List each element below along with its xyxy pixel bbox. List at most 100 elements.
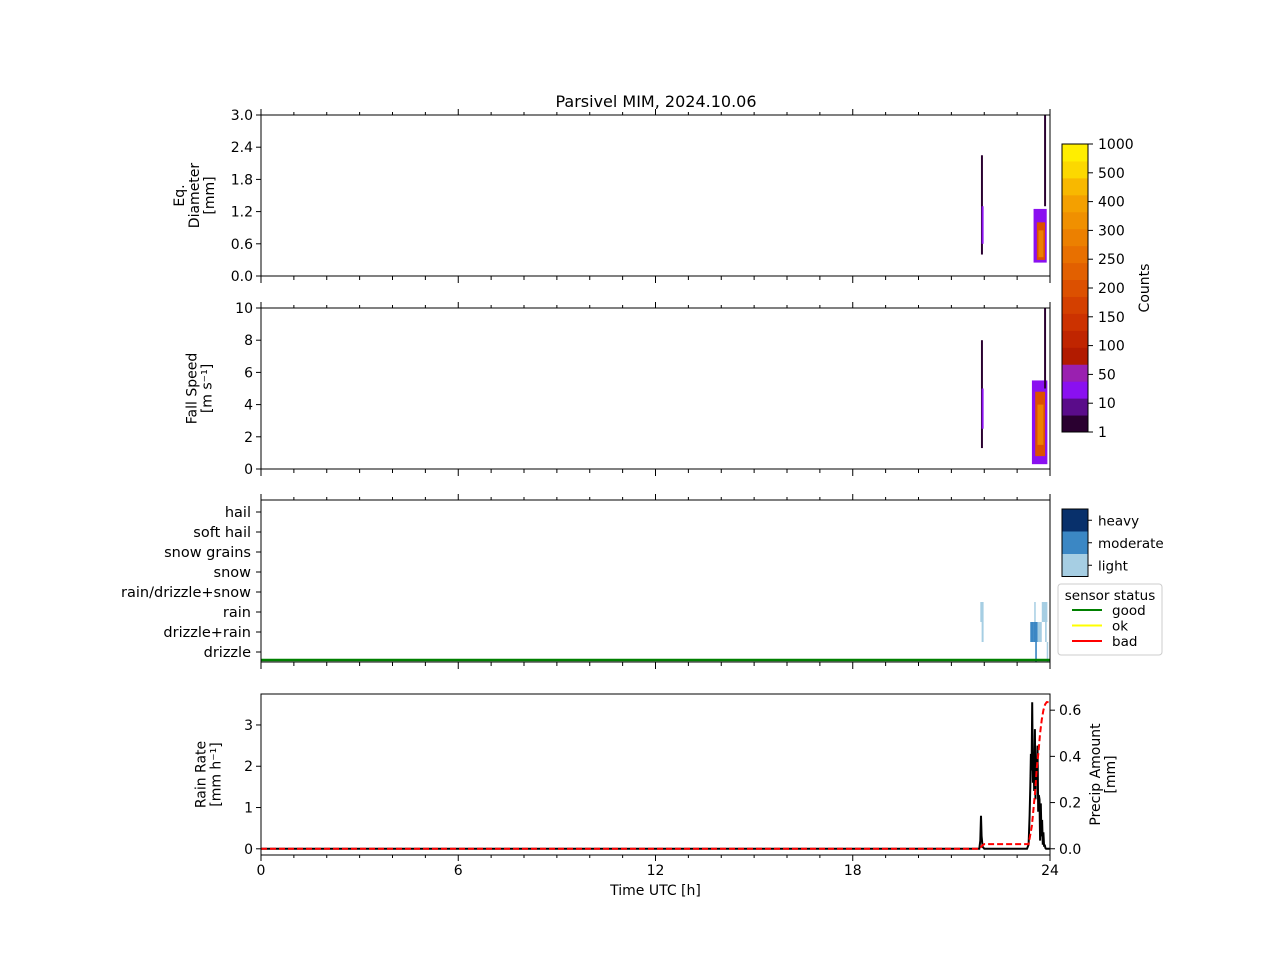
ptype-cell [1035,642,1037,662]
heatmap-cell [1044,308,1047,389]
y-tick-label: 2 [244,430,253,446]
heatmap-cell [1044,115,1047,207]
y2-axis-label: Precip Amount [1088,723,1104,826]
y-tick-label: 1 [244,801,253,817]
colorbar-segment [1062,245,1088,264]
heatmap-cell [1037,404,1044,445]
y-tick-label: 2 [244,759,253,775]
category-label: drizzle+rain [163,625,251,641]
ptype-cell [1033,622,1038,642]
intensity-frame [1061,508,1089,577]
colorbar-tick-label: 400 [1098,195,1125,211]
colorbar-segment [1062,347,1088,365]
colorbar-segment [1062,160,1088,179]
y-tick-label: 1.8 [231,172,253,188]
colorbar-tick-label: 1000 [1098,137,1134,153]
intensity-swatch [1062,531,1088,554]
colorbar-segment [1062,177,1088,196]
y-tick-label: 0.0 [231,269,253,285]
y-axis-label: Eq. [172,184,188,206]
colorbar-segment [1062,144,1088,162]
precip-type-panel: drizzle drizzle+rain rain rain/drizzle+snow… [121,494,1051,669]
ptype-cell [1030,622,1034,642]
x-tick-label: 12 [647,863,665,879]
category-label: snow grains [164,545,251,561]
colorbar-tick-label: 100 [1098,339,1125,355]
y-axis-label: [mm h⁻¹] [209,742,225,807]
colorbar-label: Counts [1137,264,1153,313]
colorbar-tick-label: 500 [1098,166,1125,182]
colorbar-segment [1062,381,1088,399]
colorbar-tick-label: 1 [1098,425,1107,441]
y2-axis-label: [mm] [1103,755,1119,793]
y-tick-label: 3 [244,718,253,734]
y-tick-label: 3.0 [231,108,253,124]
y-tick-label: 0 [244,462,253,478]
category-label: hail [225,505,251,521]
colorbar-segment [1062,211,1088,230]
y2-tick-label: 0.6 [1059,703,1081,719]
y-axis-label: [m s⁻¹] [200,364,216,413]
ptype-cell [1037,622,1042,642]
plot-frame [260,114,1051,277]
heatmap-cell [981,388,984,429]
colorbar-tick-label: 50 [1098,367,1116,383]
intensity-legend: heavy moderate light [1061,508,1164,577]
ptype-cell [981,622,984,642]
colorbar-segment [1062,313,1088,331]
x-tick-label: 24 [1041,863,1059,879]
x-tick-label: 0 [257,863,266,879]
x-tick-label: 18 [844,863,862,879]
intensity-swatch [1062,554,1088,577]
category-label: drizzle [204,645,251,661]
chart-title: Parsivel MIM, 2024.10.06 [555,92,756,111]
colorbar-segment [1062,330,1088,348]
heatmap-cell [981,206,984,244]
ptype-cell [980,602,984,622]
ptype-cell [1045,622,1047,642]
legend-label: bad [1112,634,1137,650]
intensity-label: moderate [1098,536,1164,552]
colorbar-tick-label: 10 [1098,396,1116,412]
diameter-panel: 0.0 0.6 1.2 1.8 2.4 3.0 Eq. Diameter [mm] [172,108,1051,285]
colorbar-segment [1062,262,1088,281]
y2-tick-label: 0.0 [1059,842,1081,858]
rain-rate-line [261,702,1050,850]
colorbar-segment [1062,194,1088,213]
ptype-cell [1034,602,1036,622]
category-label: soft hail [193,525,251,541]
x-tick-label: 6 [454,863,463,879]
ptype-cell [1041,602,1048,622]
legend-label: ok [1112,619,1128,635]
y-axis-label: Diameter [187,163,203,229]
legend-label: good [1112,603,1146,619]
y-tick-label: 2.4 [231,140,253,156]
colorbar-tick-label: 150 [1098,310,1125,326]
colorbar-segment [1062,279,1088,297]
ptype-cell [1046,642,1049,662]
heatmap-cell [980,155,983,255]
colorbar-segment [1062,296,1088,314]
y-tick-label: 6 [244,365,253,381]
colorbar-segment [1062,228,1088,247]
x-axis-label: Time UTC [h] [609,883,701,899]
category-label: rain [223,605,251,621]
fall-speed-panel: 0 2 4 6 8 10 Fall Speed [m s⁻¹] [185,301,1051,478]
y-axis-label: [mm] [202,176,218,214]
intensity-swatch [1062,509,1088,532]
plot-frame [260,307,1051,470]
plot-frame [260,693,1051,856]
colorbar-tick-label: 300 [1098,223,1125,239]
y-tick-label: 10 [235,301,253,317]
intensity-label: heavy [1098,513,1139,529]
y-tick-label: 8 [244,333,253,349]
y-tick-label: 1.2 [231,205,253,221]
counts-colorbar: 1 10 50 100 150 200 250 300 400 500 1000 Counts [1061,137,1153,441]
colorbar-segment [1062,398,1088,416]
y2-tick-label: 0.4 [1059,749,1081,765]
y-tick-label: 0 [244,842,253,858]
category-label: rain/drizzle+snow [121,585,251,601]
